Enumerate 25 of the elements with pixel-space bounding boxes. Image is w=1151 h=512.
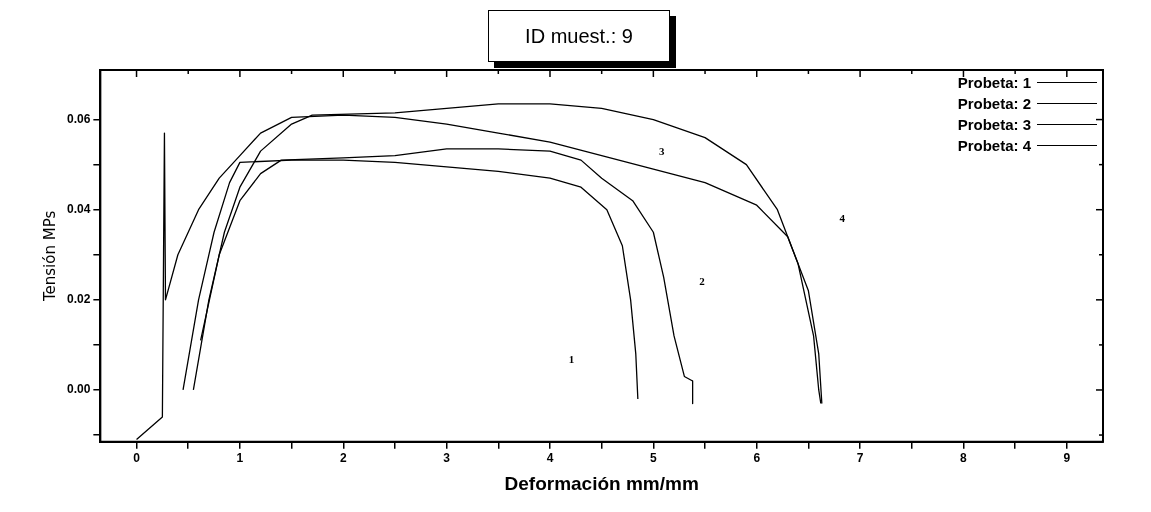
x-tick-label: 6: [753, 451, 761, 466]
y-tick-label: 0.02: [67, 292, 91, 307]
legend-label: Probeta: 3: [957, 116, 1031, 133]
annotation: 2: [699, 274, 706, 287]
chart-title: ID muest.: 9: [488, 10, 670, 62]
y-axis-title: Tensión MPs: [40, 210, 59, 303]
y-tick-label: 0.00: [67, 382, 91, 397]
annotation: 1: [568, 352, 575, 365]
legend-label: Probeta: 4: [957, 137, 1031, 154]
legend-label: Probeta: 2: [957, 95, 1031, 112]
annotation: 4: [839, 211, 846, 224]
x-tick-label: 5: [650, 451, 658, 466]
annotation: 3: [659, 144, 666, 157]
x-tick-label: 9: [1063, 451, 1071, 466]
x-tick-label: 2: [339, 451, 347, 466]
x-tick-label: 0: [133, 451, 141, 466]
x-tick-label: 8: [960, 451, 968, 466]
y-tick-label: 0.04: [67, 202, 91, 217]
legend-label: Probeta: 1: [957, 74, 1031, 91]
x-tick-label: 3: [443, 451, 451, 466]
x-tick-label: 1: [236, 451, 244, 466]
x-axis-title: Deformación mm/mm: [504, 472, 699, 494]
y-tick-label: 0.06: [67, 111, 91, 126]
x-tick-label: 4: [546, 451, 554, 466]
x-tick-label: 7: [856, 451, 864, 466]
